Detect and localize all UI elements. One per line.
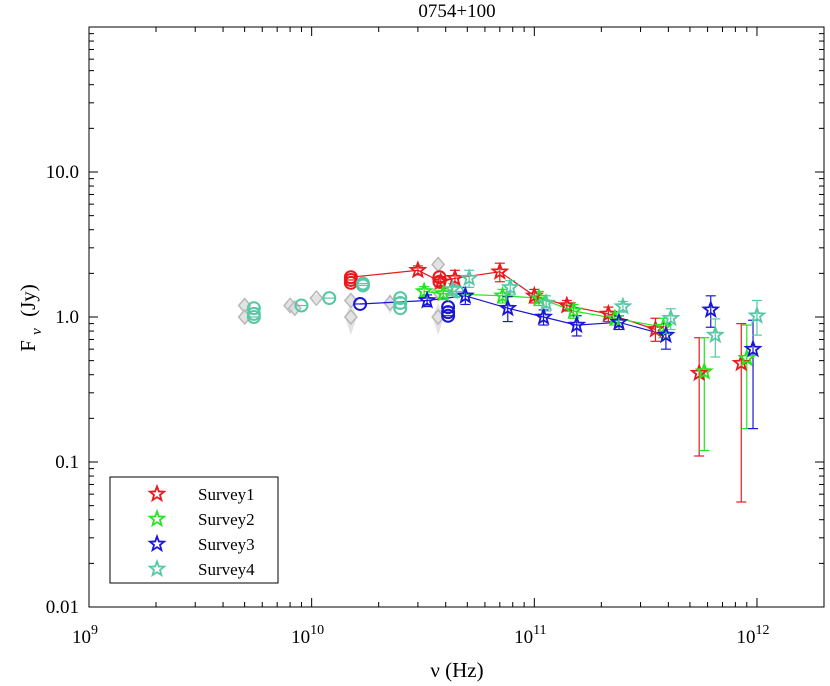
star-marker-survey4	[705, 325, 725, 344]
star-marker-survey4	[459, 268, 479, 287]
star-marker-survey1	[431, 271, 451, 290]
star-marker-survey4	[747, 305, 767, 324]
star-marker-survey3	[567, 314, 587, 334]
x-tick-exponent: 11	[533, 623, 546, 638]
legend-label-survey2: Survey2	[198, 510, 255, 529]
circle-markers	[246, 270, 465, 324]
archival-error-shape	[310, 293, 323, 303]
x-tick-base: 10	[291, 627, 310, 648]
legend-star-survey1	[147, 483, 167, 503]
x-tick-base: 10	[736, 627, 755, 648]
star-marker-survey3	[417, 290, 437, 309]
star-marker-survey2	[694, 361, 714, 380]
chart-title: 0754+100	[418, 1, 495, 22]
x-tick-label: 1012	[736, 623, 769, 648]
x-axis-label: ν (Hz)	[430, 658, 483, 682]
star-marker-survey2	[653, 317, 673, 336]
archival-diamond	[343, 308, 358, 326]
archival-error-shape	[344, 302, 357, 336]
archival-points	[237, 256, 446, 336]
x-tick-label: 1010	[291, 623, 324, 648]
y-axis-label-unit: (Jy)	[16, 284, 40, 317]
x-tick-label: 1011	[514, 623, 546, 648]
star-marker-survey3	[656, 325, 676, 344]
star-marker-survey2	[737, 348, 757, 367]
star-marker-survey4	[500, 277, 520, 296]
star-marker-survey1	[490, 261, 510, 280]
legend-label-survey3: Survey3	[198, 535, 255, 554]
y-axis-label-main: F	[16, 340, 40, 352]
archival-diamond	[343, 292, 358, 309]
legend-star-survey3	[147, 533, 167, 553]
star-marker-survey1	[689, 363, 709, 382]
svg-text:F ν (Jy): F ν (Jy)	[16, 284, 46, 352]
y-axis-label: F ν (Jy)	[16, 284, 46, 352]
legend-box	[109, 476, 279, 584]
star-marker-survey2	[563, 300, 584, 320]
y-tick-label: 10.0	[46, 162, 79, 183]
star-marker-survey4	[536, 292, 556, 312]
star-marker-survey3	[609, 312, 629, 331]
star-marker-survey1	[408, 260, 428, 279]
legend-star-survey4	[147, 558, 167, 578]
star-marker-survey3	[498, 298, 518, 317]
x-tick-base: 10	[514, 627, 533, 648]
star-marker-survey4	[443, 279, 463, 298]
legend-label-survey1: Survey1	[198, 485, 255, 504]
legend-star-survey2	[147, 508, 167, 528]
y-tick-label: 0.01	[46, 597, 79, 618]
x-tick-base: 10	[72, 627, 91, 648]
star-marker-survey4	[613, 296, 633, 315]
star-marker-survey1	[445, 268, 465, 287]
x-tick-exponent: 12	[755, 623, 769, 638]
y-tick-label: 0.1	[55, 452, 79, 473]
star-marker-survey3	[701, 299, 721, 319]
legend: Survey1 Survey2 Survey3 Survey4	[109, 476, 279, 584]
legend-label-survey4: Survey4	[198, 560, 255, 579]
y-axis-label-sub: ν	[29, 328, 45, 335]
x-tick-exponent: 9	[91, 623, 98, 638]
star-marker-survey3	[533, 306, 554, 326]
star-marker-survey2	[492, 285, 513, 304]
archival-error-shape	[432, 302, 445, 336]
x-tick-exponent: 10	[310, 623, 324, 638]
star-marker-survey3	[743, 339, 763, 358]
star-markers	[408, 260, 767, 382]
archival-diamond	[309, 289, 324, 307]
star-marker-survey4	[661, 308, 681, 327]
star-marker-survey2	[414, 281, 434, 300]
star-marker-survey3	[455, 285, 475, 304]
y-tick-label: 1.0	[55, 307, 79, 328]
x-tick-label: 109	[72, 623, 98, 648]
star-marker-survey1	[645, 319, 666, 338]
